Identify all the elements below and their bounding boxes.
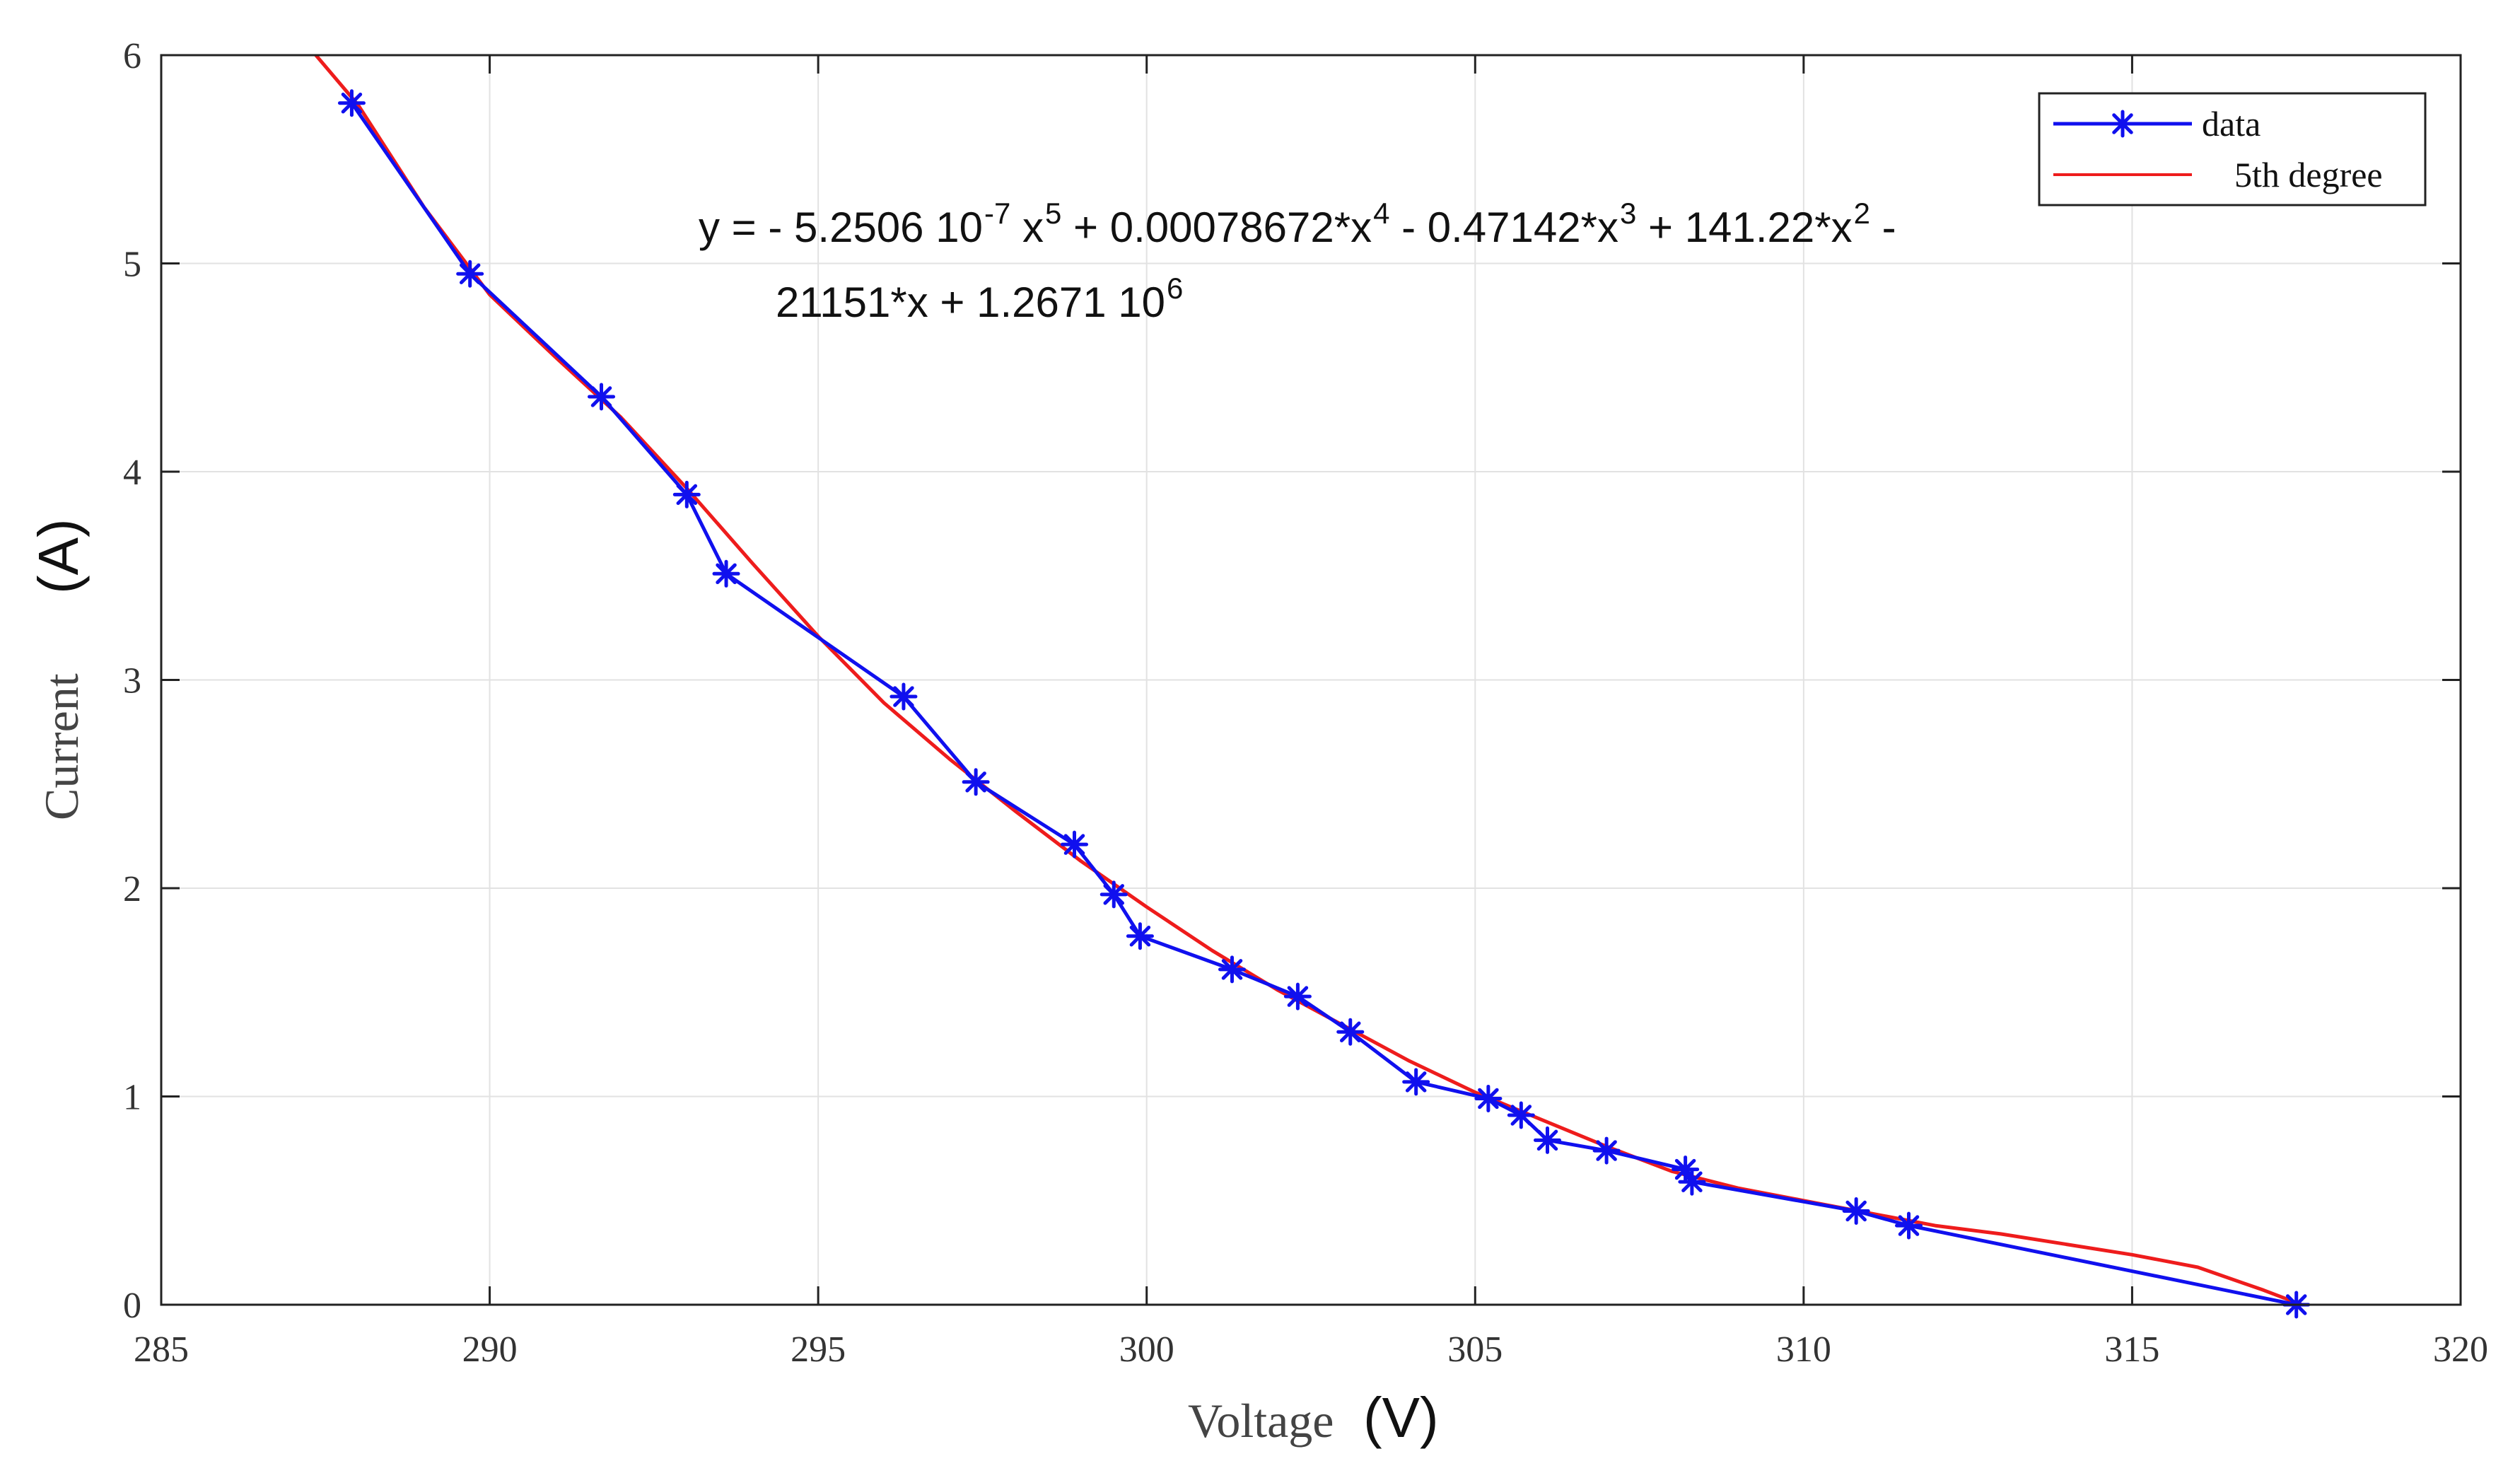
data-point-marker [1507,1101,1535,1129]
y-tick-label: 3 [123,661,141,702]
y-axis-label: Current (A) [27,518,90,820]
data-point-marker [672,480,701,508]
data-point-marker [1336,1018,1365,1046]
legend: data 5th degree [2038,92,2427,206]
x-tick-label: 295 [791,1329,846,1370]
data-point-marker [1474,1084,1503,1112]
y-axis-unit: (A) [27,518,90,594]
x-tick-label: 315 [2104,1329,2159,1370]
data-series-line [350,102,2297,1307]
x-tick-label: 320 [2433,1329,2488,1370]
data-point-marker [1402,1068,1430,1096]
y-tick-label: 6 [123,36,141,76]
data-point-marker [1592,1136,1621,1165]
data-point-marker [1283,982,1312,1011]
data-point-marker [1218,955,1247,984]
data-point-marker [1533,1126,1561,1154]
equation-line-2: 21151*x + 1.2671 106 [776,272,1183,326]
legend-data-marker [2108,110,2137,138]
legend-star-marker [2108,110,2137,138]
grid-lines [161,54,2461,1305]
x-tick-label: 310 [1776,1329,1831,1370]
data-point-marker [588,383,616,411]
x-tick-label: 285 [134,1329,189,1370]
y-tick-label: 2 [123,869,141,909]
data-point-marker [1099,880,1128,909]
y-tick-label: 1 [123,1078,141,1118]
x-axis-label: Voltage (V) [1188,1386,1439,1449]
equation-line-1: y = - 5.2506 10-7 x5 + 0.00078672*x4 - 0… [699,197,1896,251]
y-tick-label: 4 [123,453,141,493]
data-point-marker [456,260,484,288]
y-tick-label: 0 [123,1286,141,1326]
y-axis-title: Current [35,673,88,820]
x-tick-label: 300 [1119,1329,1174,1370]
legend-data-label: data [2202,104,2261,144]
x-axis-unit: (V) [1363,1386,1439,1449]
data-point-marker [1061,830,1089,858]
x-tick-label: 290 [462,1329,518,1370]
data-point-marker [962,768,990,796]
legend-box [2038,92,2427,206]
data-point-marker [712,559,740,588]
data-point-marker [1126,922,1154,950]
x-tick-label: 305 [1447,1329,1503,1370]
data-point-marker [337,89,366,117]
ticks: 285 290 295 300 305 310 315 320 0 1 2 3 4 5 6 [123,36,2488,1370]
x-axis-title: Voltage [1188,1394,1334,1448]
data-point-marker [1842,1197,1870,1225]
y-tick-label: 5 [123,245,141,285]
data-point-marker [1895,1211,1923,1240]
data-point-marker [1678,1168,1706,1196]
legend-fit-label: 5th degree [2234,155,2383,194]
data-point-marker [889,682,918,711]
data-layer [337,89,2311,1319]
